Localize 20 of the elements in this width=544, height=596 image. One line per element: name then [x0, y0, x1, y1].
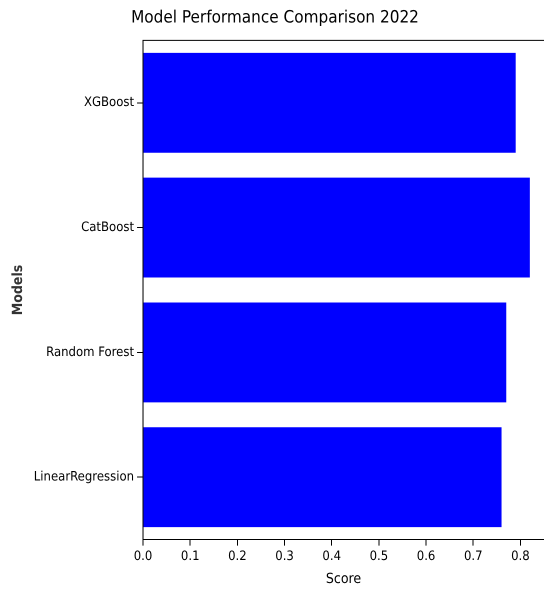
chart-title: Model Performance Comparison 2022: [131, 8, 419, 28]
y-tick-label: XGBoost: [84, 95, 134, 110]
y-axis-title: Models: [10, 264, 26, 316]
x-tick-label: 0.6: [416, 548, 436, 564]
x-tick-label: 0.4: [322, 548, 342, 564]
x-tick-label: 0.5: [370, 548, 388, 564]
bar: [144, 427, 502, 528]
x-tick-label: 0.1: [180, 548, 200, 564]
x-tick-label: 0.8: [511, 548, 530, 564]
x-tick-label: 0.7: [464, 548, 483, 564]
y-tick-label: Random Forest: [46, 344, 134, 360]
y-tick-label: CatBoost: [81, 220, 134, 235]
bar: [144, 178, 530, 278]
bar: [144, 52, 516, 153]
bar: [144, 302, 506, 402]
x-tick-label: 0.3: [275, 548, 294, 564]
x-axis-title: Score: [326, 571, 362, 588]
x-tick-label: 0.0: [134, 548, 152, 564]
y-tick-label: LinearRegression: [34, 470, 134, 485]
x-tick-label: 0.2: [228, 548, 247, 564]
